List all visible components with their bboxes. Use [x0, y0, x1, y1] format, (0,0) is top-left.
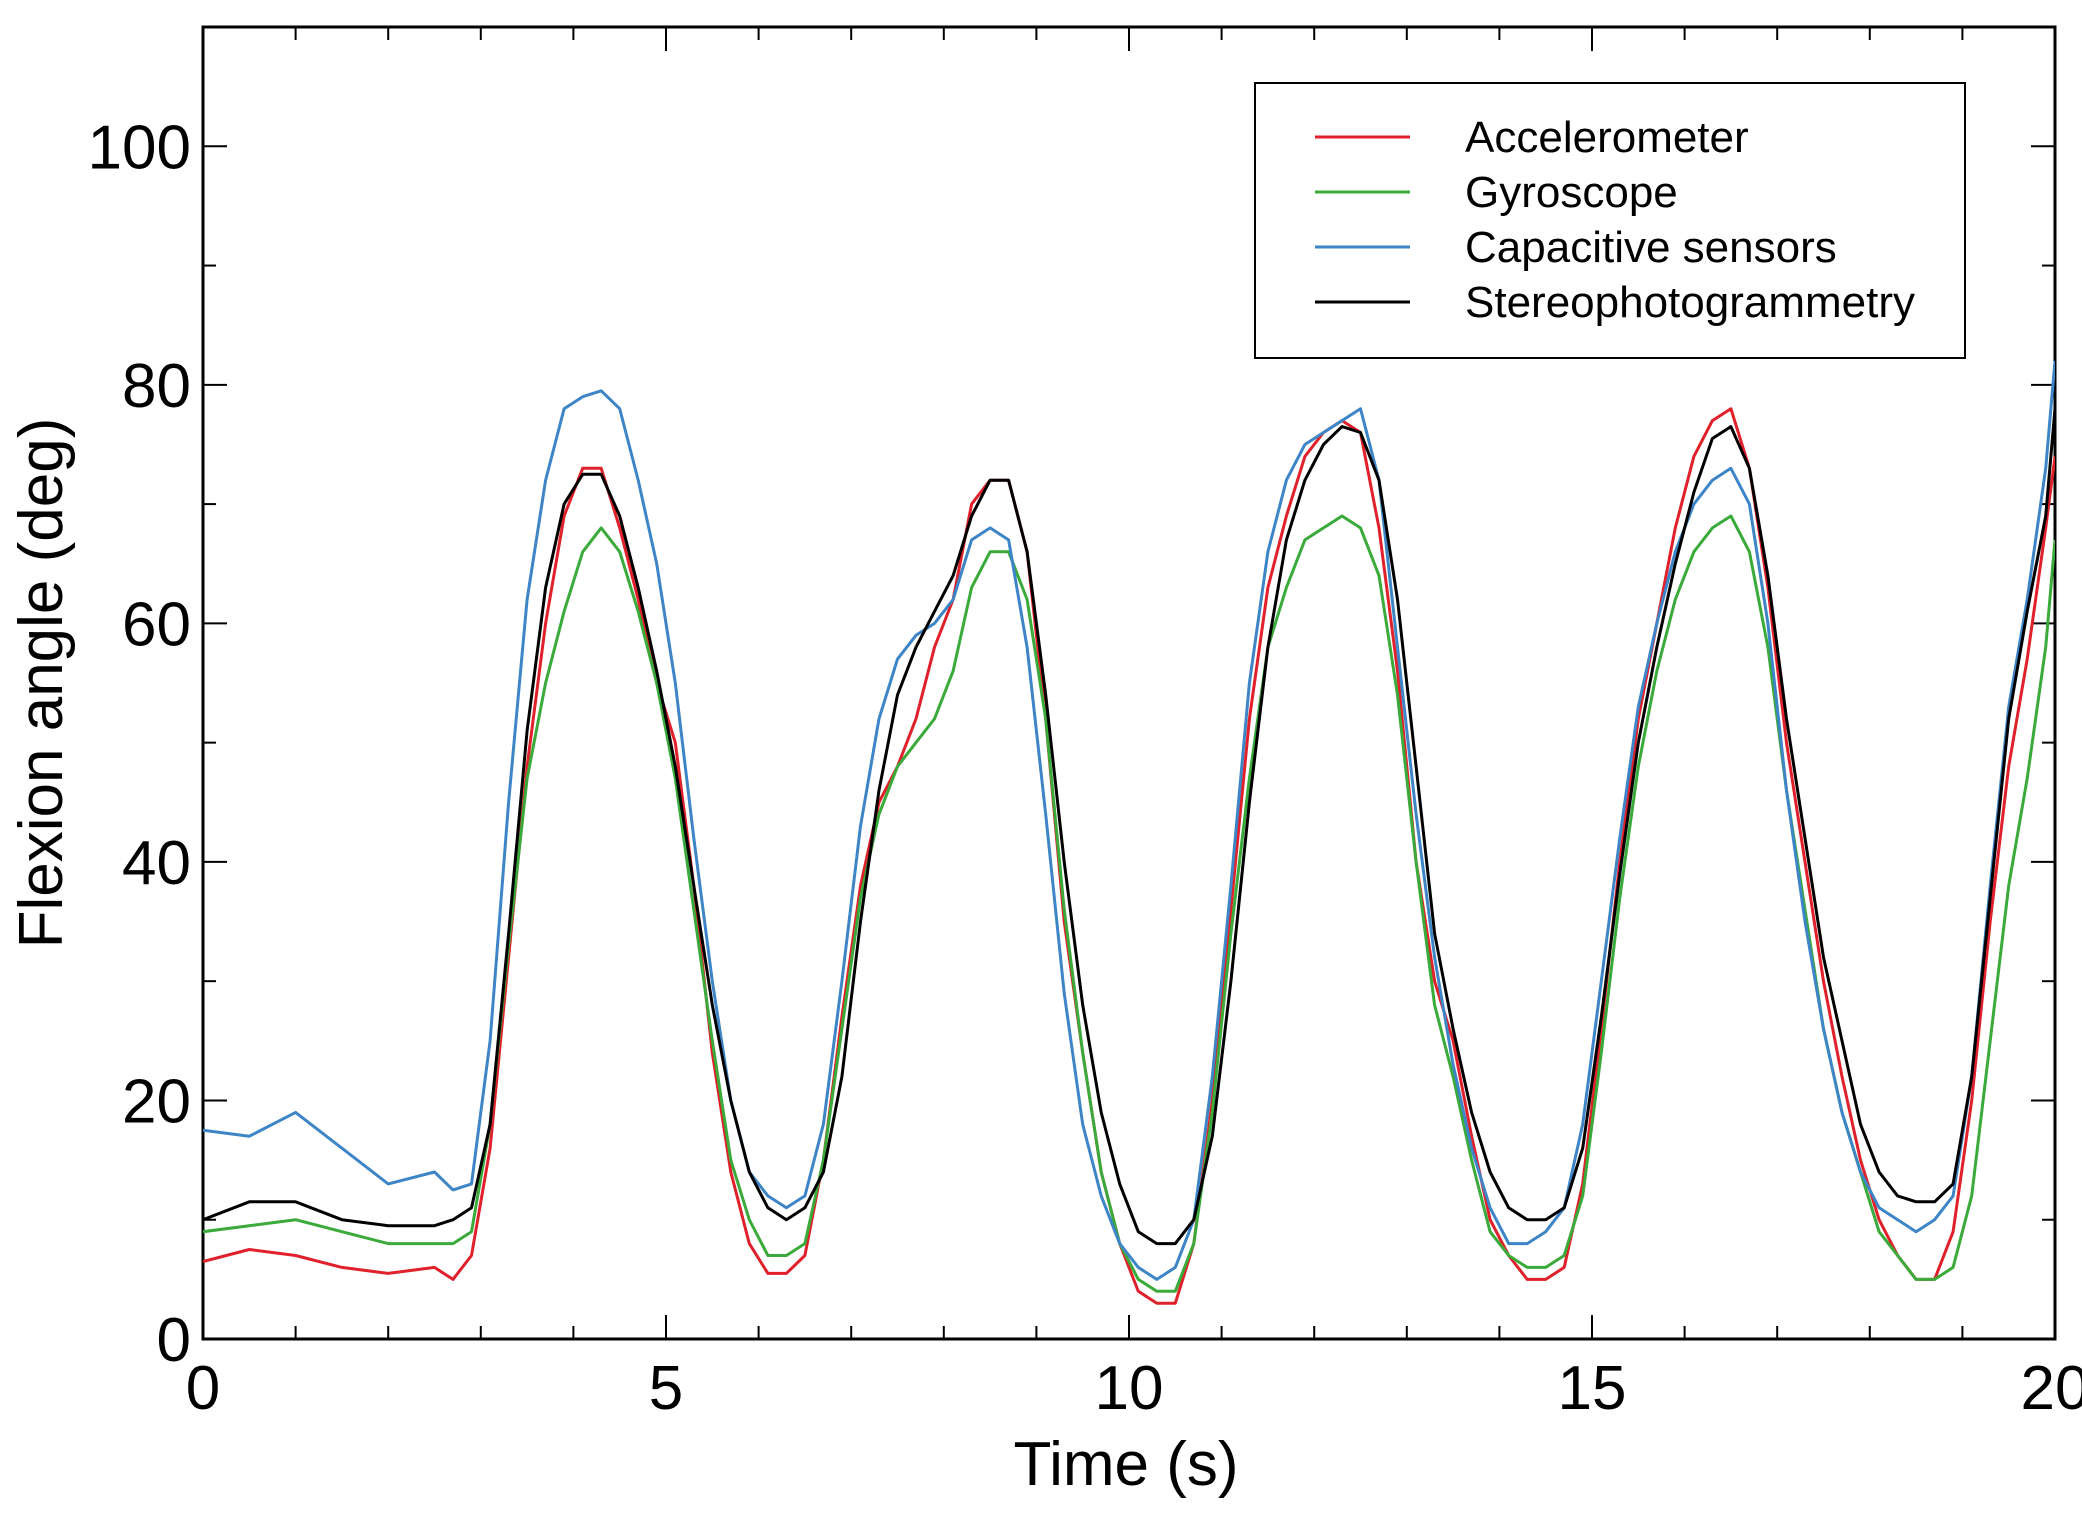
legend-items: Accelerometer Gyroscope Capacitive sensors… [1315, 113, 1915, 327]
legend-label-gyroscope: Gyroscope [1465, 168, 1678, 217]
x-axis-label: Time (s) [1014, 1430, 1239, 1499]
series-line-stereophotogrammetry [203, 408, 2055, 1246]
y-tick-label: 20 [122, 1067, 191, 1136]
x-tick-label: 5 [649, 1354, 683, 1423]
series-line-capacitive-sensors [203, 360, 2055, 1281]
axis-labels: Time (s) Flexion angle (deg) [7, 418, 1239, 1499]
y-tick-label: 0 [157, 1306, 191, 1375]
x-tick-label: 20 [2021, 1354, 2082, 1423]
legend: Accelerometer Gyroscope Capacitive sensors… [1254, 82, 1966, 359]
axis-ticks: 0 5 10 15 20 0 20 40 60 80 100 [88, 26, 2082, 1423]
y-axis-label: Flexion angle (deg) [7, 418, 76, 949]
series-line-gyroscope [203, 514, 2055, 1293]
x-tick-label: 10 [1095, 1354, 1164, 1423]
series-lines [203, 360, 2055, 1305]
legend-box [1254, 82, 1966, 359]
y-tick-label: 40 [122, 829, 191, 898]
legend-label-accelerometer: Accelerometer [1465, 113, 1749, 162]
y-tick-label: 60 [122, 590, 191, 659]
legend-label-capacitive-sensors: Capacitive sensors [1465, 223, 1837, 272]
y-tick-label: 80 [122, 352, 191, 421]
x-tick-label: 15 [1558, 1354, 1627, 1423]
x-tick-label: 0 [186, 1354, 220, 1423]
y-tick-label: 100 [88, 113, 191, 182]
legend-label-stereophotogrammetry: Stereophotogrammetry [1465, 278, 1915, 327]
